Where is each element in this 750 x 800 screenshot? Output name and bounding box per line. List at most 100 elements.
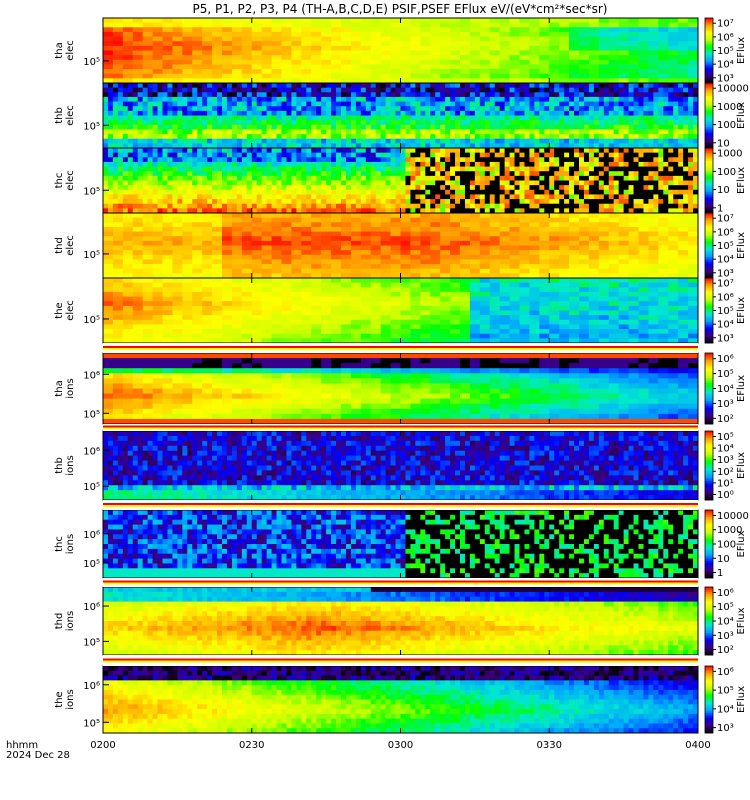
probe-label: thd	[54, 613, 65, 630]
colorbar: 10000 1000 100 10 EFlux	[704, 82, 749, 149]
spectrogram-cells	[103, 83, 699, 149]
y-tick-label: 10⁵	[83, 315, 100, 326]
colorbar-tick-label: 10⁴	[717, 60, 734, 71]
spectrogram-panel: 10⁶ 10⁵ tha ions 10⁶ 10⁵ 10⁴ 10³ 10² EFlux	[54, 352, 747, 425]
colorbar-tick-label: 10⁴	[717, 255, 734, 266]
colorbar-tick-label: 10000	[717, 84, 749, 95]
colorbar-tick-label: 1000	[717, 149, 742, 160]
y-tick-label: 10⁵	[83, 121, 100, 132]
colorbar-tick-label: 1000	[717, 102, 742, 113]
time-axis: 0200 0230 0300 0330 0400	[90, 740, 710, 751]
probe-label: tha	[54, 380, 65, 396]
y-tick-label: 10⁶	[83, 530, 100, 541]
y-tick-label: 10⁵	[83, 482, 100, 493]
x-tick-label: 0300	[388, 740, 413, 751]
y-tick-label: 10⁶	[83, 681, 100, 692]
colorbar-tick-label: 1	[717, 568, 723, 579]
colorbar-tick-label: 10⁵	[717, 46, 734, 57]
colorbar-tick-label: 10²	[717, 467, 734, 478]
colorbar-tick-label: 10³	[717, 455, 734, 466]
species-label: ions	[65, 455, 76, 475]
spectrogram-cells	[103, 587, 699, 656]
colorbar-label: EFlux	[736, 102, 747, 129]
colorbar-tick-label: 10⁴	[717, 384, 734, 395]
colorbar-tick-label: 10⁴	[717, 320, 734, 331]
species-label: elec	[65, 235, 76, 256]
probe-label: thb	[54, 457, 65, 474]
colorbar-label: EFlux	[736, 452, 747, 479]
colorbar-tick-label: 10⁷	[717, 19, 734, 30]
colorbar-tick-label: 10³	[717, 73, 734, 84]
panel-separator	[103, 343, 698, 353]
time-format-label: hhmm	[6, 740, 38, 751]
colorbar-tick-label: 10⁵	[717, 686, 734, 697]
species-label: elec	[65, 40, 76, 61]
colorbar-tick-label: 10⁴	[717, 704, 734, 715]
y-tick-label: 10⁵	[83, 559, 100, 570]
probe-label: thd	[54, 237, 65, 254]
colorbar-tick-label: 100	[717, 120, 736, 131]
spectrogram-panel: 10⁵ thb elec 10000 1000 100 10 EFlux	[54, 82, 749, 149]
colorbar-tick-label: 10⁷	[717, 214, 734, 225]
species-label: ions	[65, 611, 76, 631]
spectrogram-cells	[103, 510, 699, 579]
species-label: ions	[65, 534, 76, 554]
colorbar-tick-label: 10²	[717, 414, 734, 425]
colorbar-label: EFlux	[736, 297, 747, 324]
colorbar-tick-label: 10000	[717, 511, 749, 522]
colorbar-tick-label: 10	[717, 554, 730, 565]
colorbar-tick-label: 10⁵	[717, 306, 734, 317]
colorbar-label: EFlux	[736, 530, 747, 557]
colorbar-tick-label: 10	[717, 185, 730, 196]
y-tick-label: 10⁶	[83, 602, 100, 613]
species-label: ions	[65, 378, 76, 398]
colorbar-tick-label: 10¹	[717, 478, 734, 489]
colorbar: 10000 1000 100 10 1 EFlux	[704, 509, 749, 579]
spectrogram-cells	[103, 353, 699, 425]
colorbar-tick-label: 10⁴	[717, 617, 734, 628]
colorbar-tick-label: 10⁴	[717, 444, 734, 455]
colorbar-label: EFlux	[736, 167, 747, 194]
colorbar-tick-label: 10⁵	[717, 241, 734, 252]
date-label: 2024 Dec 28	[6, 750, 70, 761]
x-tick-label: 0200	[90, 740, 115, 751]
spectrogram-cells	[103, 213, 699, 279]
colorbar-tick-label: 10³	[717, 399, 734, 410]
colorbar-tick-label: 100	[717, 540, 736, 551]
colorbar-tick-label: 10⁰	[717, 490, 734, 501]
colorbar-tick-label: 10⁶	[717, 588, 734, 599]
panel-separator	[103, 578, 698, 587]
panel-separator	[103, 500, 698, 510]
colorbar-tick-label: 10²	[717, 645, 734, 656]
colorbar-tick-label: 10³	[717, 268, 734, 279]
species-label: elec	[65, 105, 76, 126]
species-label: elec	[65, 300, 76, 321]
colorbar-tick-label: 10⁵	[717, 602, 734, 613]
probe-label: thb	[54, 107, 65, 124]
y-tick-label: 10⁶	[83, 446, 100, 457]
colorbar-tick-label: 10³	[717, 723, 734, 734]
spectrogram-panel: 10⁵ thc elec 1000 100 10 1 EFlux	[54, 147, 747, 214]
colorbar: 1000 100 10 1 EFlux	[704, 147, 747, 214]
x-tick-label: 0400	[685, 740, 710, 751]
colorbar-tick-label: 10³	[717, 333, 734, 344]
colorbar-tick-label: 10⁵	[717, 369, 734, 380]
colorbar-tick-label: 10⁶	[717, 227, 734, 238]
x-tick-label: 0230	[239, 740, 264, 751]
colorbar-tick-label: 100	[717, 167, 736, 178]
y-tick-label: 10⁶	[83, 370, 100, 381]
y-tick-label: 10⁵	[83, 718, 100, 729]
y-tick-label: 10⁵	[83, 409, 100, 420]
figure-title: P5, P1, P2, P3, P4 (TH-A,B,C,D,E) PSIF,P…	[193, 2, 608, 16]
colorbar-tick-label: 1000	[717, 525, 742, 536]
colorbar-tick-label: 10³	[717, 631, 734, 642]
spectrogram-cells	[103, 431, 699, 501]
colorbar: 10⁶ 10⁵ 10⁴ 10³ 10² EFlux	[704, 352, 747, 425]
probe-label: the	[54, 302, 65, 318]
